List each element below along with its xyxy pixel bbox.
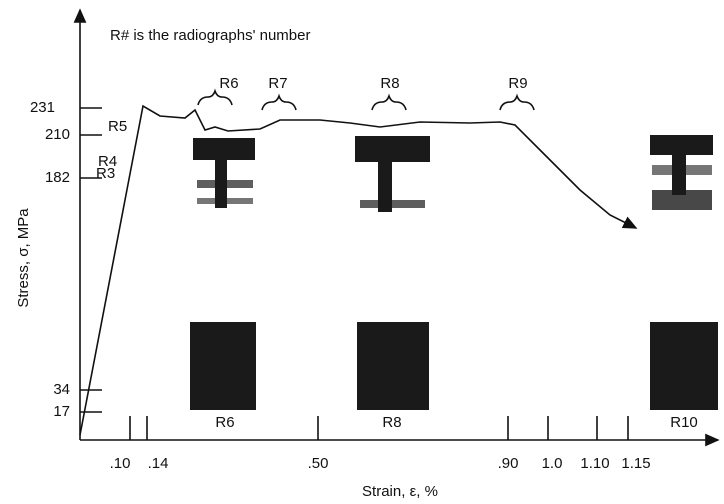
curve-label: R8 [380, 75, 399, 92]
x-tick-label: 1.15 [621, 455, 650, 472]
x-tick-label: 1.10 [580, 455, 609, 472]
y-tick-label: 231 [30, 99, 55, 116]
x-tick-label: 1.0 [542, 455, 563, 472]
curve-label: R9 [508, 75, 527, 92]
stress-strain-curve [79, 104, 638, 436]
y-tick-label: 17 [53, 403, 70, 420]
y-tick-label: 182 [45, 169, 70, 186]
image-label: R10 [670, 414, 698, 431]
braces [197, 88, 535, 111]
y-tick-label: 210 [45, 126, 70, 143]
y-axis-label: Stress, σ, MPa [15, 208, 32, 308]
x-tick-label: .14 [148, 455, 169, 472]
image-label: R6 [215, 414, 234, 431]
curve-label: R6 [219, 75, 238, 92]
x-tick-label: .50 [308, 455, 329, 472]
x-tick-label: .10 [110, 455, 131, 472]
x-axis-label: Strain, ε, % [362, 483, 438, 500]
curve-label: R5 [108, 118, 127, 135]
y-tick-label: 34 [53, 381, 70, 398]
image-label: R8 [382, 414, 401, 431]
note: R# is the radiographs' number [110, 27, 310, 44]
radiographs [190, 135, 718, 410]
curve-label: R7 [268, 75, 287, 92]
curve-label: R4 [98, 153, 117, 170]
x-ticks [129, 416, 629, 440]
x-tick-label: .90 [498, 455, 519, 472]
curve-label: R3 [96, 165, 115, 182]
